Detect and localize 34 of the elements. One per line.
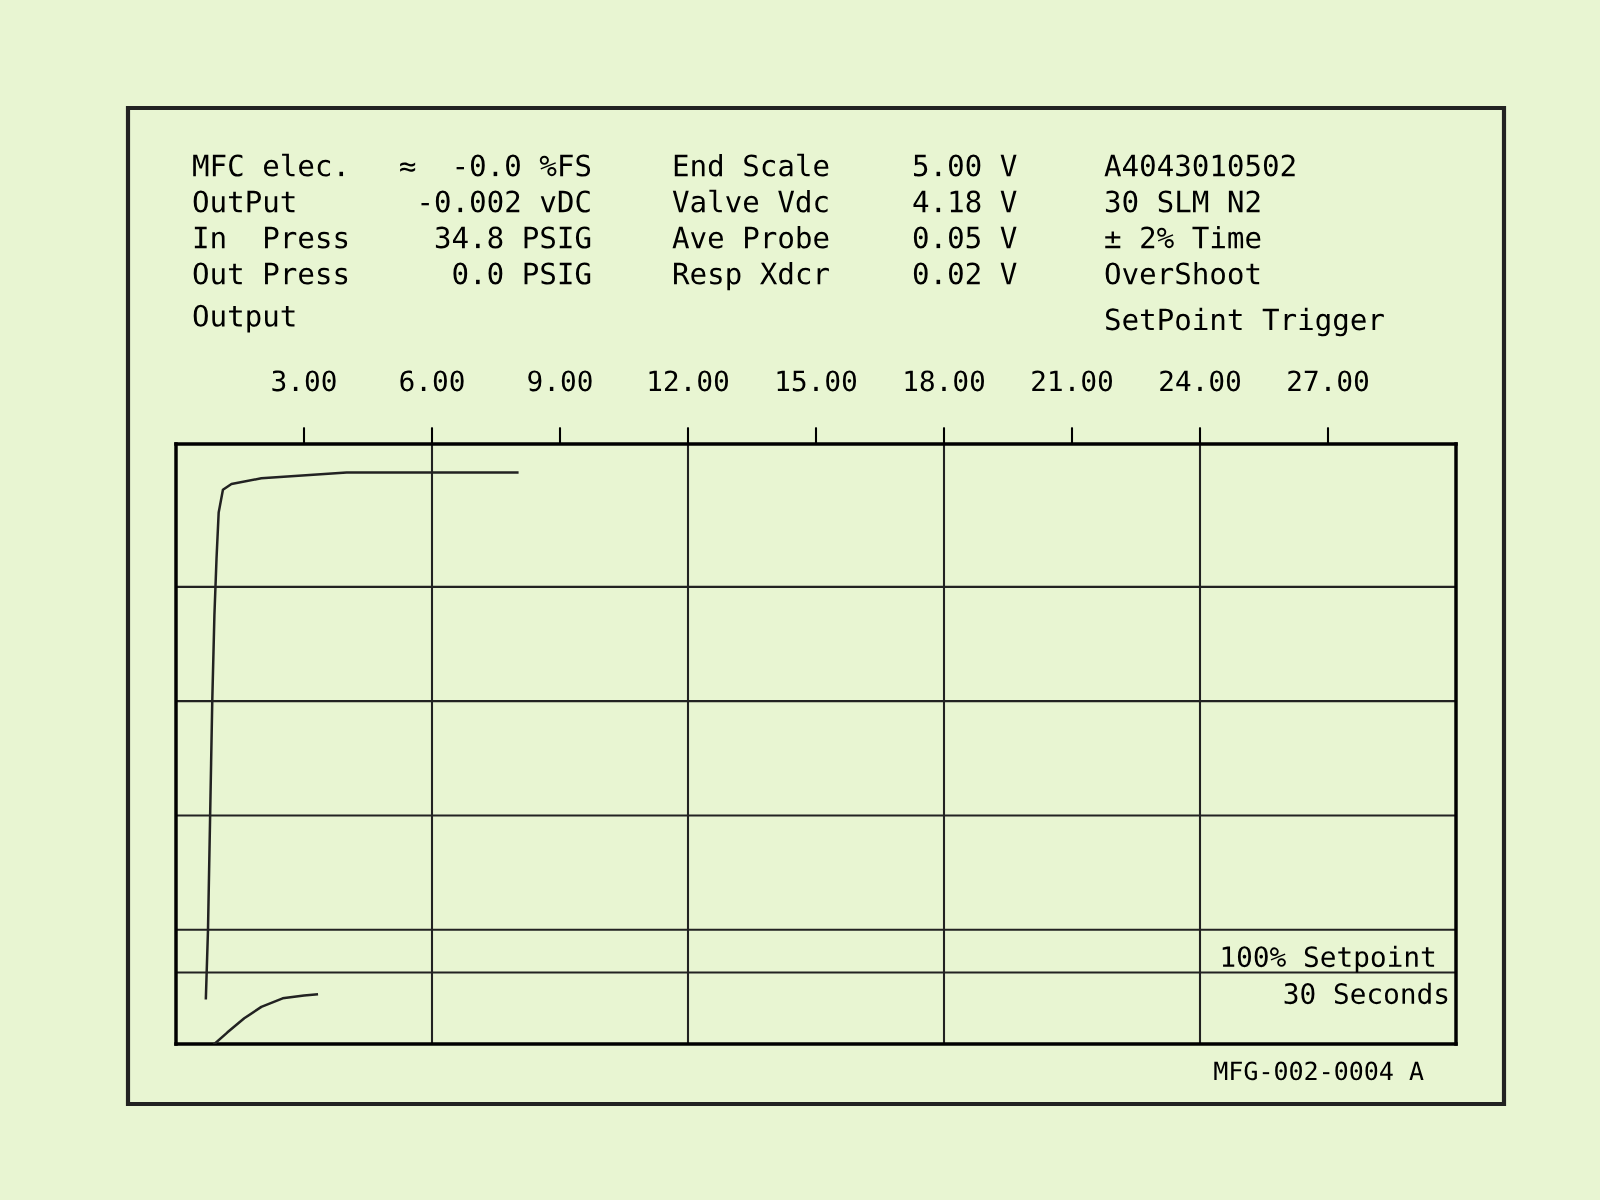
text: 0.02 V	[913, 262, 1017, 285]
text: 5.00 V	[914, 154, 1017, 177]
text: 30 SLM N2	[1105, 190, 1260, 213]
x-tick-label: 18.00	[905, 370, 985, 392]
text: Valve Vdc	[672, 189, 828, 213]
text: -0.002 vDC	[421, 190, 590, 213]
x-tick-label: 24.00	[1160, 370, 1241, 392]
text: ± 2% Time	[1105, 225, 1261, 249]
x-tick-label: 15.00	[777, 370, 857, 392]
x-tick-label: 27.00	[1288, 370, 1369, 392]
text: OutPut	[193, 190, 295, 213]
text: 0.05 V	[913, 226, 1017, 249]
text: Resp Xdcr	[674, 261, 829, 291]
x-tick-label: 21.00	[1032, 370, 1113, 392]
x-tick-label: 12.00	[649, 370, 729, 392]
text: Out Press	[193, 262, 348, 285]
text: 4.18 V	[913, 190, 1017, 213]
text: End Scale	[674, 153, 829, 177]
ref-line-label: 100% Setpoint	[1222, 945, 1435, 973]
text: In Press	[194, 226, 348, 249]
text: 0.0 PSIG	[453, 262, 591, 285]
x-tick-label: 3.00	[272, 370, 336, 392]
annotation: 30 Seconds	[1284, 982, 1448, 1005]
text: 34.8 PSIG	[435, 226, 591, 249]
x-tick-label: 6.00	[400, 370, 464, 392]
text: OverShoot	[1105, 261, 1260, 285]
text: ≈ -0.0 %FS	[400, 154, 591, 177]
text: MFC elec.	[193, 153, 344, 177]
text: Ave Probe	[672, 225, 829, 249]
x-tick-label: 9.00	[528, 370, 592, 392]
text: A4043010502	[1104, 154, 1295, 177]
y-axis-title: Output	[193, 304, 295, 333]
text: SetPoint Trigger	[1105, 307, 1384, 337]
text: MFG-002-0004 A	[1214, 1061, 1424, 1081]
